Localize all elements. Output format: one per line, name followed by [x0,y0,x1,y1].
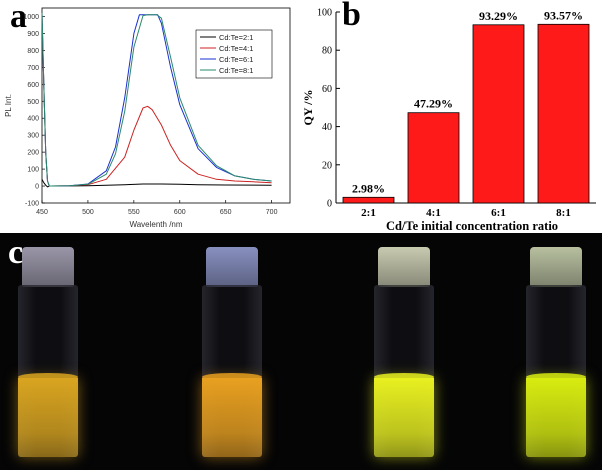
panel-label-b: b [342,0,361,33]
x-tick-label: 6:1 [491,207,506,219]
vial-liquid [18,378,78,457]
y-tick-label: 100 [317,8,332,19]
legend-entry: Cd:Te=4:1 [219,44,253,53]
bar-8-1 [537,23,590,204]
vial-cap [530,247,582,287]
bar-2-1 [342,196,395,204]
pl-spectrum-chart: -100 0 100 200 300 400 500 600 700 800 900 1000 450 5… [4,7,291,229]
vial-4-1 [200,233,264,458]
vial-liquid [526,378,586,457]
vial-meniscus [18,373,78,381]
y-tick-label: 300 [27,133,39,140]
series-line-1 [41,179,272,188]
vial-6-1 [372,233,436,458]
y-tick-label: -100 [25,201,39,208]
y-tick-label: 20 [322,160,332,171]
x-axis-label: Cd/Te initial concentration ratio [386,219,558,233]
y-tick-label: 800 [27,48,39,55]
bar-data-label: 93.29% [479,9,518,23]
x-tick-label: 8:1 [556,207,571,219]
vial-meniscus [202,373,262,381]
y-tick-label: 200 [27,150,39,157]
y-tick-label: 100 [27,167,39,174]
legend-entry: Cd:Te=2:1 [219,33,253,42]
y-axis-label: PL Int. [4,94,13,117]
qy-bar-chart: 0 20 40 60 80 100 2.98% 2:1 47.29% 4:1 93.29% 6:1 93… [301,8,596,233]
plot-frame [41,7,291,204]
x-tick-label: 650 [220,209,232,216]
x-tick-label: 550 [128,209,140,216]
x-tick-label: 4:1 [426,207,441,219]
x-tick-label: 600 [174,209,186,216]
y-tick-label: 600 [27,82,39,89]
vial-liquid [202,378,262,457]
vial-8-1 [524,233,588,458]
y-tick-label: 400 [27,116,39,123]
vial-2-1 [16,233,80,458]
y-tick-label: 700 [27,65,39,72]
y-tick-label: 0 [327,199,332,210]
bar-data-label: 2.98% [352,181,385,195]
panel-label-c: c [8,234,24,271]
y-tick-label: 1000 [23,14,39,21]
vial-meniscus [374,373,434,381]
legend-entry: Cd:Te=6:1 [219,55,253,64]
y-tick-label: 60 [322,84,332,95]
x-tick-label: 450 [36,209,48,216]
vial-cap [378,247,430,287]
bar-4-1 [407,112,460,204]
series-line-4 [41,13,272,187]
vial-photo [0,233,602,470]
vial-cap [22,247,74,287]
y-tick-label: 80 [322,46,332,57]
x-tick-label: 500 [82,209,94,216]
bar-data-label: 47.29% [414,97,453,111]
panel-label-a: a [10,0,27,35]
y-tick-label: 500 [27,99,39,106]
y-tick-label: 900 [27,31,39,38]
vial-cap [206,247,258,287]
x-tick-label: 700 [266,209,278,216]
bar-data-label: 93.57% [544,8,583,22]
legend-entry: Cd:Te=8:1 [219,66,253,75]
x-tick-label: 2:1 [361,207,376,219]
y-tick-label: 0 [35,184,39,191]
y-axis-label: QY /% [301,90,315,126]
x-axis-label: Wavelenth /nm [129,220,182,229]
bar-6-1 [472,24,525,204]
vial-meniscus [526,373,586,381]
y-tick-label: 40 [322,122,332,133]
vial-liquid [374,378,434,457]
